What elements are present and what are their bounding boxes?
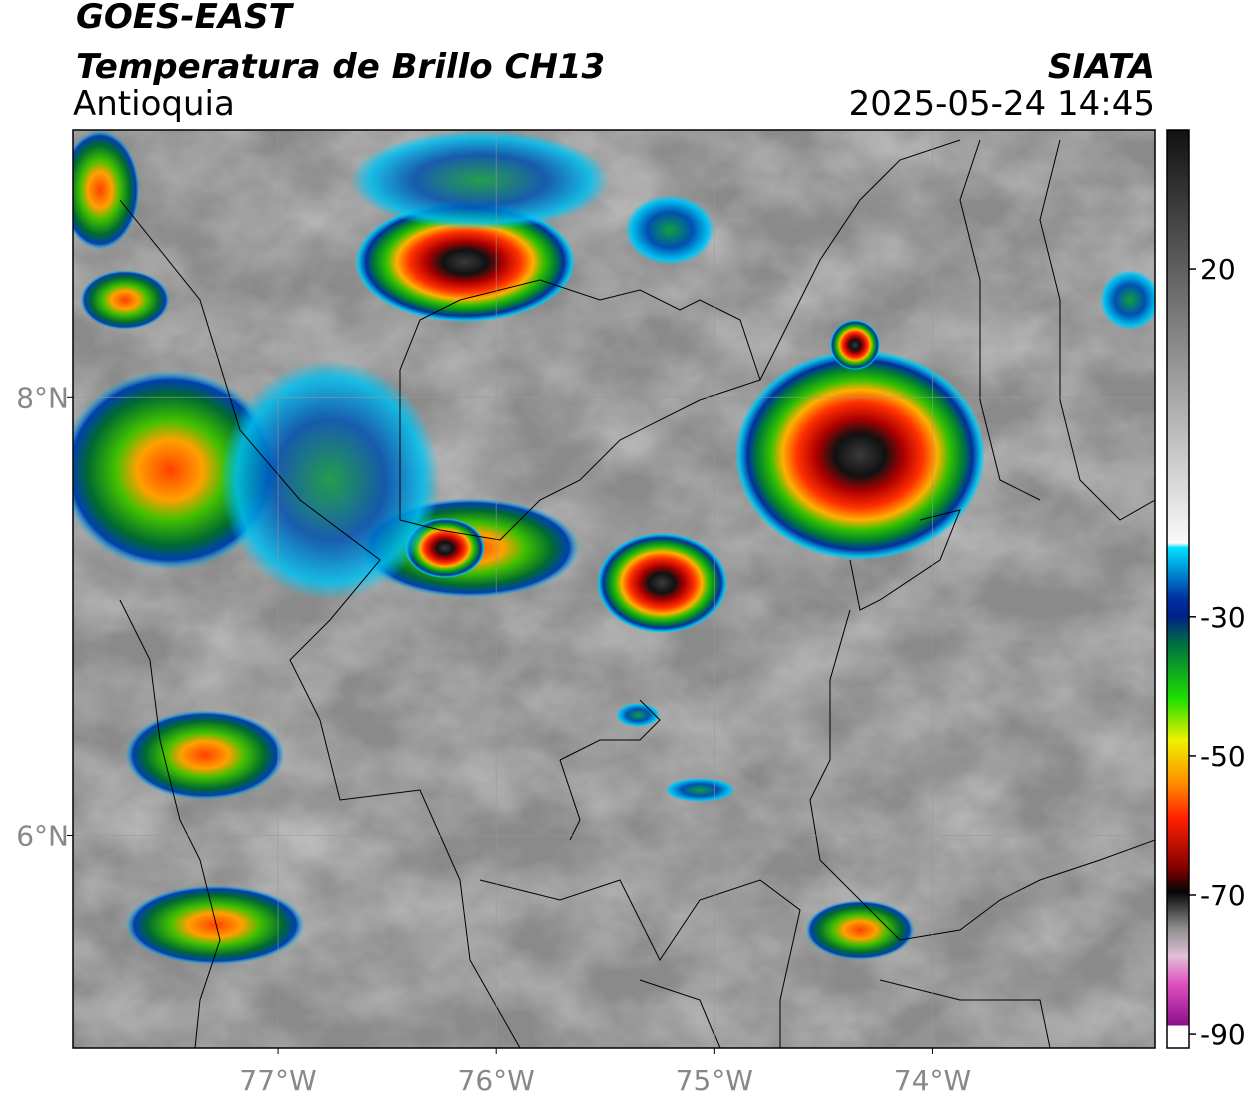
- map-image: [73, 130, 1155, 1048]
- colorbar-tick-label: -50: [1200, 740, 1246, 773]
- datetime-label: 2025-05-24 14:45: [849, 84, 1155, 124]
- map-frame: [72, 129, 1156, 1049]
- y-tick-label: 6°N: [16, 819, 69, 852]
- x-tick-label: 77°W: [239, 1064, 316, 1097]
- x-tick-label: 76°W: [458, 1064, 535, 1097]
- colorbar-tick-label: -30: [1200, 601, 1246, 634]
- x-tick-label: 75°W: [676, 1064, 753, 1097]
- colorbar-tick-label: -70: [1200, 879, 1246, 912]
- region-label: Antioquia: [73, 84, 235, 124]
- y-tick-label: 8°N: [16, 381, 69, 414]
- product-title: Temperatura de Brillo CH13: [76, 47, 605, 87]
- x-tick-label: 74°W: [894, 1064, 971, 1097]
- colorbar-tick-label: 20: [1200, 253, 1236, 286]
- colorbar: [1166, 129, 1190, 1049]
- satellite-title: GOES-EAST: [76, 0, 295, 37]
- colorbar-tick-label: -90: [1200, 1018, 1246, 1051]
- source-label: SIATA: [1048, 47, 1155, 87]
